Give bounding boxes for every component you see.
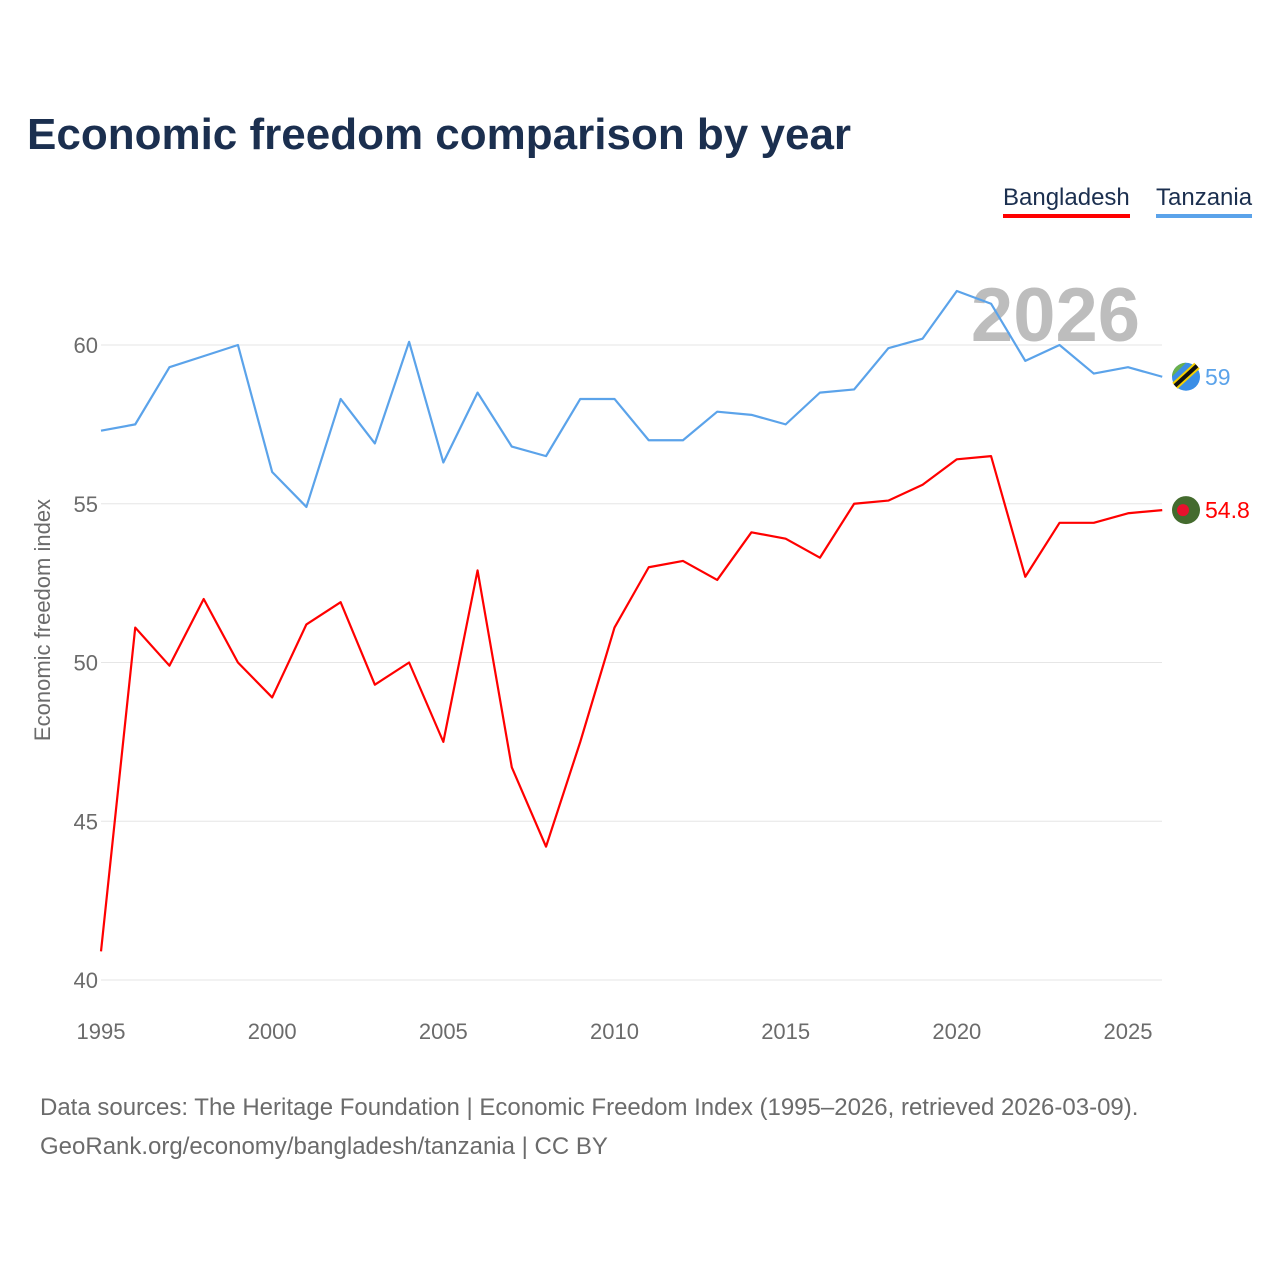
- x-tick-label: 2025: [1104, 1019, 1153, 1044]
- year-watermark: 2026: [971, 273, 1140, 358]
- flag-bangladesh-icon: [1172, 496, 1200, 525]
- y-tick-label: 40: [74, 968, 98, 993]
- legend-tanzania[interactable]: Tanzania: [1156, 184, 1253, 218]
- flag-stripe: [1173, 364, 1199, 388]
- series-line-tanzania[interactable]: [100, 289, 1163, 509]
- footer: Data sources: The Heritage Foundation | …: [40, 1088, 1138, 1166]
- flag-tanzania-icon: [1172, 362, 1200, 391]
- y-tick-label: 50: [74, 651, 98, 676]
- flag-green: [1172, 362, 1186, 377]
- series-line-bangladesh[interactable]: [99, 455, 1163, 952]
- x-tick-label: 2005: [419, 1019, 468, 1044]
- x-tick-label: 1995: [77, 1019, 126, 1044]
- source-link[interactable]: GeoRank.org/economy/bangladesh/tanzania …: [40, 1133, 608, 1160]
- data-sources: Data sources: The Heritage Foundation | …: [40, 1094, 1139, 1121]
- y-tick-label: 45: [74, 809, 98, 834]
- y-axis-label: Economic freedom index: [30, 499, 55, 741]
- end-value-label: 59: [1205, 364, 1231, 390]
- x-tick-label: 2020: [932, 1019, 981, 1044]
- end-value-label: 54.8: [1205, 497, 1250, 523]
- y-tick-label: 55: [74, 492, 98, 517]
- chart-title: Economic freedom comparison by year: [27, 110, 852, 159]
- x-tick-label: 2000: [248, 1019, 297, 1044]
- legend-bangladesh[interactable]: Bangladesh: [1003, 184, 1130, 218]
- flag-disc: [1177, 504, 1189, 517]
- x-tick-label: 2015: [761, 1019, 810, 1044]
- x-tick-label: 2010: [590, 1019, 639, 1044]
- y-tick-label: 60: [74, 333, 98, 358]
